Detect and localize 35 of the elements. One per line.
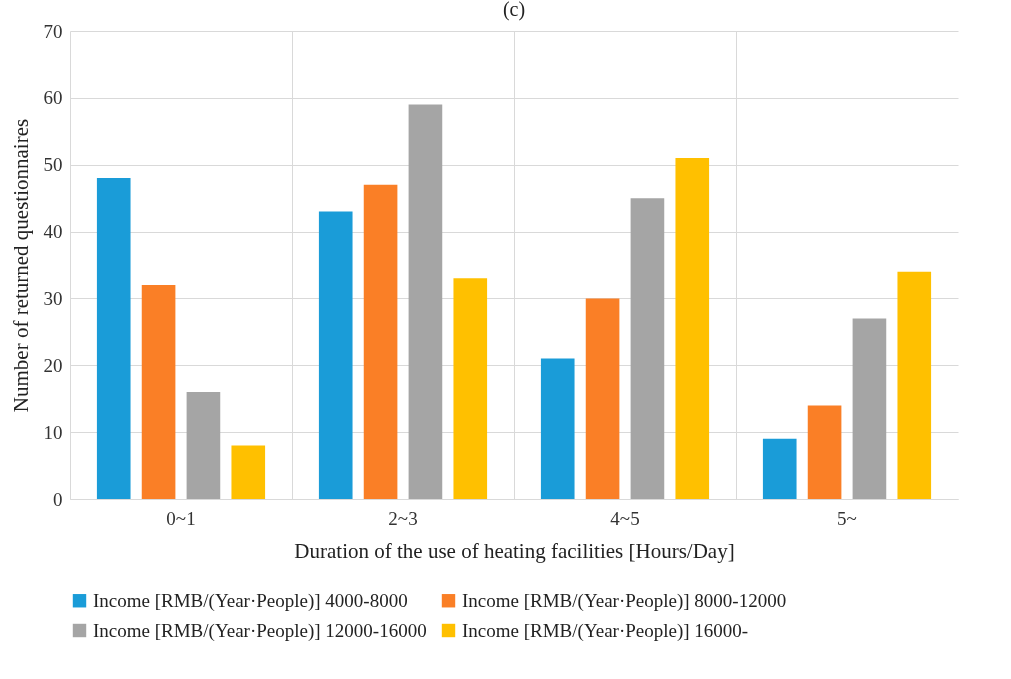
bar [852,318,887,499]
x-axis-title: Duration of the use of heating facilities [Hours/Day] [294,538,735,563]
y-tick-label: 10 [43,421,63,443]
bar [231,445,266,499]
bar [585,298,620,499]
bar [453,278,488,499]
y-tick-label: 40 [43,221,63,243]
x-tick-label: 5~ [837,507,857,529]
bar [762,438,797,499]
x-tick-label: 0~1 [166,507,196,529]
y-tick-label: 70 [43,20,63,42]
y-tick-label: 60 [43,87,63,109]
legend-label: Income [RMB/(Year·People)] 16000- [462,619,749,642]
bar [186,392,221,499]
y-tick-label: 50 [43,154,63,176]
bar [141,285,176,499]
y-tick-label: 0 [53,488,63,510]
chart-title: (c) [502,0,526,21]
legend-label: Income [RMB/(Year·People)] 4000-8000 [93,589,408,612]
legend-label: Income [RMB/(Year·People)] 8000-12000 [462,589,787,612]
x-tick-label: 2~3 [388,507,418,529]
x-tick-label: 4~5 [610,507,640,529]
bar [897,271,932,499]
bar [96,178,131,499]
y-axis-title: Number of returned questionnaires [8,118,33,413]
bar [807,405,842,499]
bar [675,158,710,499]
bar [408,104,443,499]
legend-label: Income [RMB/(Year·People)] 12000-16000 [93,619,427,642]
y-tick-label: 20 [43,354,63,376]
y-tick-label: 30 [43,287,63,309]
bar [318,211,353,499]
bar [540,358,575,499]
bar [630,198,665,499]
bar [363,184,398,499]
